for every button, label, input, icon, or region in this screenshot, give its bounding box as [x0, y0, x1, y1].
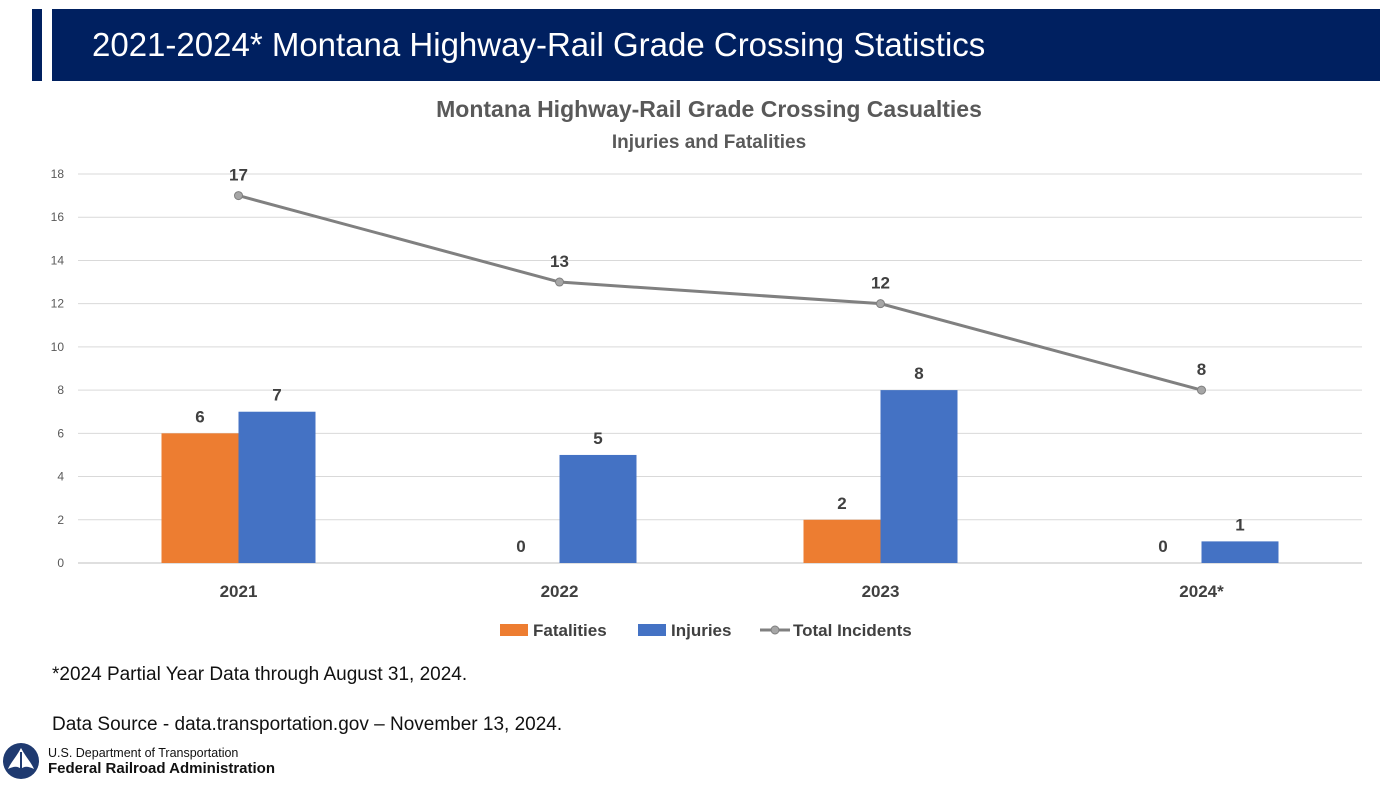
data-labels: 6 7 0 5 2 8 0 1 17 13 12 8	[195, 166, 1244, 556]
footnote: *2024 Partial Year Data through August 3…	[52, 664, 468, 685]
data-source: Data Source - data.transportation.gov – …	[52, 714, 563, 735]
data-label: 5	[593, 429, 602, 448]
bars	[161, 390, 1279, 563]
chart-title: Montana Highway-Rail Grade Crossing Casu…	[436, 96, 982, 122]
dot-seal-icon	[3, 743, 39, 779]
agency-department: U.S. Department of Transportation	[48, 746, 239, 760]
x-tick-label: 2022	[541, 582, 579, 601]
line-total-incidents	[238, 194, 1202, 392]
dot-fra-logo: U.S. Department of Transportation Federa…	[2, 742, 302, 782]
data-label: 8	[1197, 360, 1206, 379]
legend-swatch	[500, 624, 528, 636]
y-axis: 0 2 4 6 8 10 12 14 16 18	[51, 167, 65, 570]
line-point-total-incidents	[555, 277, 564, 287]
y-tick-label: 14	[51, 253, 65, 267]
legend-swatch	[638, 624, 666, 636]
x-axis: 2021 2022 2023 2024*	[220, 582, 1225, 601]
title-accent-bar	[32, 9, 42, 81]
data-label: 0	[516, 537, 525, 556]
y-tick-label: 16	[51, 210, 65, 224]
data-label: 6	[195, 407, 204, 426]
y-tick-label: 18	[51, 167, 65, 181]
y-tick-label: 2	[57, 513, 64, 527]
casualties-chart: Montana Highway-Rail Grade Crossing Casu…	[51, 96, 1362, 640]
data-label: 0	[1158, 537, 1167, 556]
data-label: 12	[871, 274, 890, 293]
data-label: 2	[837, 494, 846, 513]
data-label: 8	[914, 364, 923, 383]
y-tick-label: 8	[57, 383, 64, 397]
line-point-total-incidents	[234, 191, 243, 201]
bar-fatalities	[803, 519, 881, 563]
line-point-total-incidents	[1197, 385, 1206, 395]
bar-injuries	[880, 390, 958, 563]
y-tick-label: 10	[51, 340, 65, 354]
legend: Fatalities Injuries Total Incidents	[500, 621, 912, 640]
y-tick-label: 4	[57, 470, 64, 484]
agency-name: Federal Railroad Administration	[48, 760, 275, 777]
total-incidents-line	[234, 191, 1206, 395]
legend-label: Injuries	[671, 621, 731, 640]
slide-title-bar: 2021-2024* Montana Highway-Rail Grade Cr…	[52, 9, 1380, 81]
chart-subtitle: Injuries and Fatalities	[612, 132, 806, 153]
bar-fatalities	[161, 433, 239, 563]
slide-title: 2021-2024* Montana Highway-Rail Grade Cr…	[92, 26, 986, 63]
data-label: 13	[550, 252, 569, 271]
bar-injuries	[1201, 541, 1279, 563]
bar-injuries	[559, 454, 637, 563]
legend-label: Total Incidents	[793, 621, 912, 640]
y-tick-label: 0	[57, 556, 64, 570]
x-tick-label: 2024*	[1179, 582, 1224, 601]
x-tick-label: 2023	[862, 582, 900, 601]
legend-marker	[770, 625, 780, 635]
data-label: 7	[272, 386, 281, 405]
data-label: 17	[229, 166, 248, 185]
y-tick-label: 12	[51, 297, 65, 311]
x-tick-label: 2021	[220, 582, 258, 601]
y-tick-label: 6	[57, 426, 64, 440]
data-label: 1	[1235, 515, 1244, 534]
legend-label: Fatalities	[533, 621, 607, 640]
line-point-total-incidents	[876, 299, 885, 309]
bar-injuries	[238, 411, 316, 563]
